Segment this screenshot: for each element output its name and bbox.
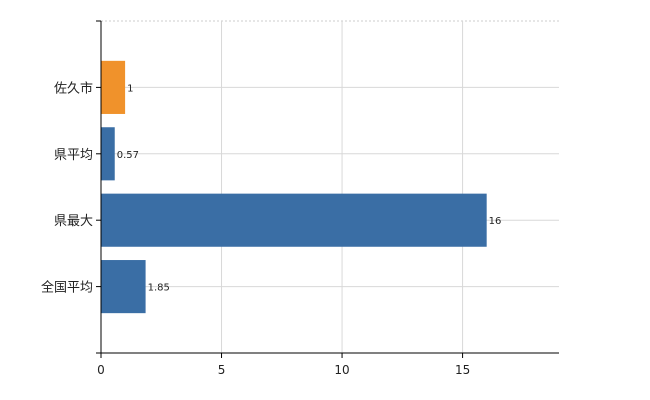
bars: [101, 60, 487, 314]
x-tick-label: 15: [455, 363, 470, 377]
category-label: 全国平均: [41, 280, 93, 296]
bar: [101, 193, 487, 247]
value-label: 1: [127, 83, 133, 94]
category-label: 県最大: [54, 214, 93, 229]
x-tick-label: 10: [334, 363, 349, 377]
x-tick-label: 0: [97, 363, 105, 377]
labels: 0 5 10 15 佐久市 1 県平均 0.57 県最大 16 全国平均 1.85: [41, 80, 501, 377]
category-label: 佐久市: [54, 80, 93, 96]
axes: [96, 20, 559, 358]
category-label: 県平均: [54, 148, 93, 163]
bar: [101, 60, 126, 114]
grid-lines: [101, 20, 559, 353]
value-label: 1.85: [148, 283, 170, 294]
bar: [101, 127, 115, 181]
value-label: 0.57: [117, 150, 139, 161]
value-label: 16: [489, 216, 502, 227]
x-tick-label: 5: [218, 363, 226, 377]
bar: [101, 260, 146, 314]
